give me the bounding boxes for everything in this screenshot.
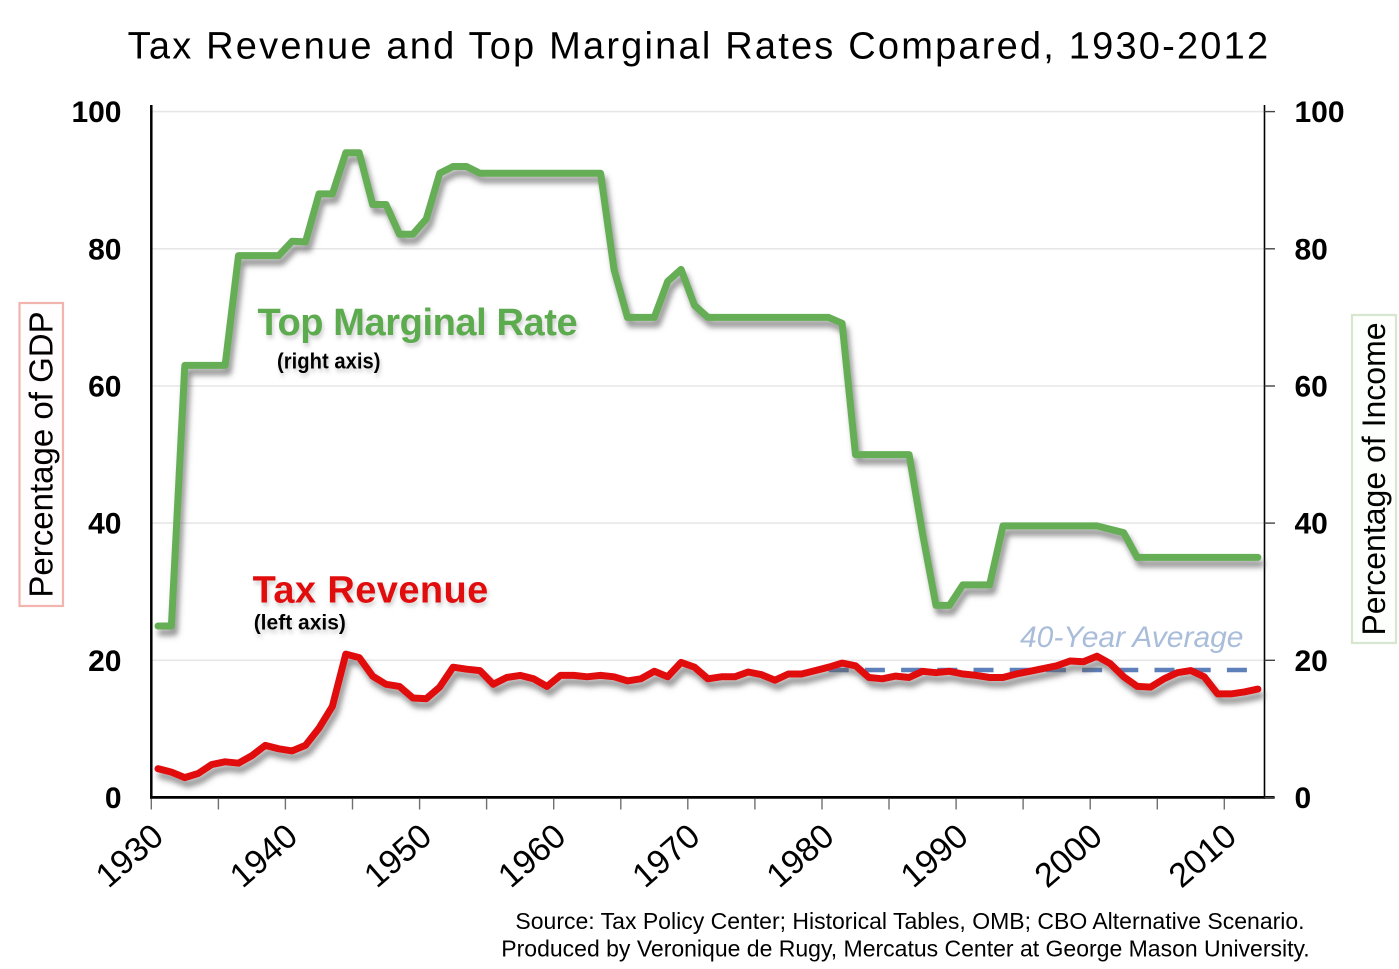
svg-text:Tax Revenue: Tax Revenue <box>253 569 489 611</box>
svg-text:20: 20 <box>1295 645 1328 678</box>
svg-text:60: 60 <box>88 371 121 404</box>
svg-text:100: 100 <box>71 96 121 129</box>
svg-text:Top Marginal Rate: Top Marginal Rate <box>258 302 578 344</box>
svg-text:40: 40 <box>88 508 121 541</box>
svg-text:Source: Tax Policy Center; His: Source: Tax Policy Center; Historical Ta… <box>515 908 1304 934</box>
svg-text:60: 60 <box>1295 371 1328 404</box>
svg-text:0: 0 <box>1295 782 1312 815</box>
svg-text:40-Year Average: 40-Year Average <box>1020 621 1244 654</box>
svg-text:Percentage of Income: Percentage of Income <box>1356 322 1392 635</box>
svg-text:0: 0 <box>105 782 122 815</box>
svg-text:80: 80 <box>88 233 121 266</box>
svg-text:Tax Revenue and Top Marginal R: Tax Revenue and Top Marginal Rates Compa… <box>128 26 1271 68</box>
svg-text:40: 40 <box>1295 508 1328 541</box>
svg-text:20: 20 <box>88 645 121 678</box>
svg-text:Percentage of GDP: Percentage of GDP <box>23 311 60 597</box>
svg-text:(left axis): (left axis) <box>254 612 346 635</box>
svg-text:80: 80 <box>1295 233 1328 266</box>
svg-text:100: 100 <box>1295 96 1345 129</box>
svg-text:(right axis): (right axis) <box>277 349 380 374</box>
svg-text:Produced by Veronique de Rugy,: Produced by Veronique de Rugy, Mercatus … <box>501 936 1309 962</box>
